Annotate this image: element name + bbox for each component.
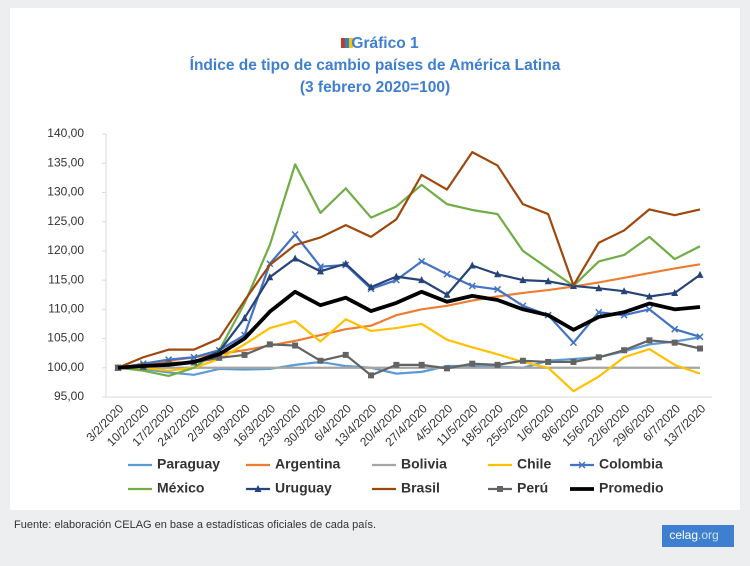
- marker: [367, 283, 375, 291]
- marker: [316, 267, 324, 275]
- marker: [468, 282, 476, 290]
- brand-suffix: .org: [698, 528, 719, 542]
- marker: [266, 341, 273, 348]
- legend-label: Chile: [517, 456, 551, 472]
- marker: [671, 288, 679, 296]
- legend-label: Paraguay: [157, 456, 220, 472]
- legend-marker: [497, 486, 503, 492]
- marker: [494, 361, 501, 368]
- legend-label: Promedio: [599, 480, 664, 496]
- marker: [595, 284, 603, 292]
- series-line: [117, 257, 701, 369]
- chart-card: [10, 8, 740, 510]
- marker: [570, 358, 577, 365]
- brand-badge: [662, 525, 734, 547]
- marker: [241, 314, 249, 322]
- y-tick-label: 130,00: [47, 185, 84, 199]
- series-line: [118, 318, 701, 393]
- legend-marker: [254, 485, 262, 492]
- marker: [418, 361, 425, 368]
- marker: [645, 305, 653, 313]
- series-line: [117, 289, 701, 370]
- marker: [291, 230, 299, 239]
- marker: [368, 372, 375, 379]
- marker: [645, 292, 653, 300]
- y-tick-label: 95,00: [54, 389, 84, 403]
- marker: [241, 351, 248, 358]
- icon: [349, 38, 353, 48]
- legend-label: Colombia: [599, 456, 663, 472]
- icon: [341, 38, 345, 48]
- marker: [469, 360, 476, 367]
- y-tick-label: 100,00: [47, 360, 84, 374]
- marker: [317, 357, 324, 364]
- marker: [497, 486, 503, 492]
- marker: [494, 270, 502, 278]
- marker: [418, 257, 426, 265]
- y-tick-label: 125,00: [47, 214, 84, 228]
- marker: [190, 353, 198, 361]
- series-line: [117, 339, 701, 377]
- series-line: [117, 233, 701, 369]
- marker: [646, 337, 653, 344]
- source-note: Fuente: elaboración CELAG en base a esta…: [14, 519, 376, 531]
- chart-subtitle: (3 febrero 2020=100): [300, 79, 450, 96]
- y-tick-label: 105,00: [47, 331, 84, 345]
- marker: [443, 365, 450, 372]
- y-tick-label: 140,00: [47, 126, 84, 140]
- legend-label: Uruguay: [275, 480, 332, 496]
- y-tick-label: 115,00: [48, 272, 84, 286]
- marker: [621, 347, 628, 354]
- marker: [418, 276, 426, 284]
- marker: [254, 485, 262, 492]
- marker: [468, 261, 476, 269]
- marker: [696, 270, 704, 278]
- marker: [266, 273, 274, 281]
- marker: [595, 354, 602, 361]
- marker: [519, 357, 526, 364]
- brand: celag: [669, 528, 698, 542]
- legend-label: Brasil: [401, 480, 440, 496]
- marker: [519, 276, 527, 284]
- marker: [697, 345, 703, 352]
- marker: [392, 272, 400, 280]
- chart-subtitle: Índice de tipo de cambio países de Améri…: [190, 57, 561, 74]
- marker: [620, 287, 628, 295]
- marker: [671, 339, 678, 346]
- marker: [595, 308, 603, 316]
- marker: [342, 259, 350, 267]
- marker: [292, 342, 299, 349]
- marker: [544, 277, 552, 285]
- y-tick-label: 135,00: [47, 155, 84, 169]
- y-tick-label: 110,00: [48, 302, 84, 316]
- marker: [393, 361, 400, 368]
- chart-title: Gráfico 1: [351, 35, 419, 52]
- marker: [494, 285, 502, 293]
- marker: [443, 270, 451, 278]
- y-tick-label: 120,00: [47, 243, 84, 257]
- marker: [291, 254, 299, 262]
- marker: [316, 263, 324, 271]
- marker: [671, 325, 679, 333]
- marker: [216, 354, 223, 361]
- marker: [696, 333, 704, 341]
- marker: [545, 358, 552, 365]
- legend-label: Perú: [517, 480, 548, 496]
- legend-marker: [578, 461, 586, 469]
- legend-label: México: [157, 480, 204, 496]
- marker: [342, 351, 349, 358]
- marker: [569, 339, 578, 347]
- legend-label: Bolivia: [401, 456, 447, 472]
- icon: [345, 38, 349, 48]
- marker: [443, 290, 451, 298]
- series-line: [117, 151, 701, 369]
- legend-label: Argentina: [275, 456, 341, 472]
- marker: [578, 461, 586, 469]
